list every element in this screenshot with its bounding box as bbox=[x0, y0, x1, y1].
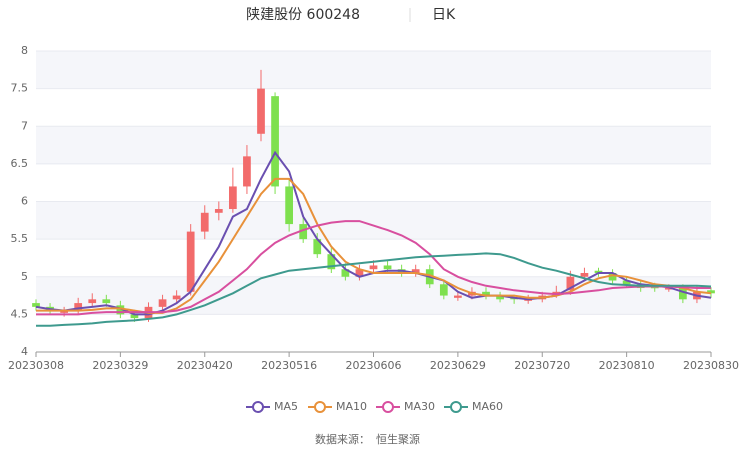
x-tick-label: 20230516 bbox=[261, 359, 317, 372]
legend-marker bbox=[252, 401, 264, 413]
candle-body bbox=[299, 224, 308, 240]
y-tick-label: 5 bbox=[21, 270, 28, 283]
candle-body bbox=[622, 280, 631, 285]
candle-body bbox=[496, 295, 504, 300]
candle-body bbox=[454, 295, 462, 298]
x-tick-label: 20230720 bbox=[514, 359, 570, 372]
candle-body bbox=[257, 88, 265, 134]
candle-body bbox=[102, 299, 111, 304]
candle-body bbox=[679, 288, 687, 300]
candle-body bbox=[707, 290, 715, 294]
candle-body bbox=[32, 303, 40, 307]
chart-subtitle: 日K bbox=[432, 7, 456, 23]
x-tick-label: 20230420 bbox=[177, 359, 233, 372]
legend-label: MA60 bbox=[472, 400, 503, 413]
y-tick-label: 8 bbox=[21, 44, 28, 57]
y-tick-label: 4 bbox=[21, 345, 28, 358]
grid-band bbox=[36, 201, 711, 240]
candle-body bbox=[608, 272, 617, 281]
legend-marker bbox=[382, 401, 394, 413]
candle-body bbox=[243, 156, 251, 187]
candle-body bbox=[285, 186, 293, 225]
y-tick-label: 6.5 bbox=[11, 157, 29, 170]
y-tick-label: 4.5 bbox=[11, 307, 29, 320]
grid-band bbox=[36, 276, 711, 315]
source-label: 数据来源： bbox=[315, 432, 370, 446]
candle-body bbox=[411, 269, 420, 273]
legend-label: MA5 bbox=[274, 400, 298, 413]
candle-body bbox=[158, 299, 167, 307]
candle-body bbox=[200, 212, 209, 232]
candle-body bbox=[341, 269, 350, 277]
candle-body bbox=[229, 186, 237, 210]
ma-line bbox=[36, 252, 712, 327]
candle-body bbox=[172, 295, 181, 300]
candle-body bbox=[664, 288, 673, 290]
candle-body bbox=[369, 265, 378, 270]
legend-label: MA10 bbox=[336, 400, 367, 413]
candle-body bbox=[594, 270, 603, 273]
candle-body bbox=[130, 314, 139, 319]
legend-marker bbox=[450, 401, 462, 413]
x-tick-label: 20230629 bbox=[430, 359, 486, 372]
candle-body bbox=[482, 291, 490, 296]
legend-marker bbox=[314, 401, 326, 413]
candle-body bbox=[566, 276, 575, 291]
x-tick-label: 20230308 bbox=[8, 359, 64, 372]
candle-body bbox=[214, 209, 223, 213]
candle-body bbox=[439, 284, 448, 296]
source: 恒生聚源 bbox=[376, 432, 420, 446]
grid-band bbox=[36, 126, 711, 164]
candle-body bbox=[74, 303, 83, 311]
candle-body bbox=[88, 299, 97, 304]
x-tick-label: 20230830 bbox=[683, 359, 739, 372]
candle-body bbox=[383, 265, 392, 270]
y-tick-label: 7 bbox=[21, 119, 28, 132]
x-tick-label: 20230329 bbox=[92, 359, 148, 372]
x-tick-label: 20230810 bbox=[599, 359, 655, 372]
candle-body bbox=[271, 96, 279, 187]
candle-body bbox=[313, 239, 322, 255]
candle-body bbox=[116, 305, 125, 315]
x-tick-label: 20230606 bbox=[346, 359, 402, 372]
grid-band bbox=[36, 51, 711, 89]
candle-body bbox=[186, 231, 195, 292]
candle-body bbox=[580, 272, 589, 277]
candle-body bbox=[60, 310, 68, 313]
candle-body bbox=[327, 254, 336, 270]
candle-body bbox=[650, 287, 659, 289]
y-tick-label: 6 bbox=[21, 195, 28, 208]
y-tick-label: 5.5 bbox=[11, 232, 29, 245]
y-tick-label: 7.5 bbox=[11, 82, 29, 95]
candle-body bbox=[355, 269, 364, 277]
ma-line bbox=[36, 220, 711, 316]
chart-title: 陕建股份 600248 bbox=[246, 7, 360, 23]
legend-label: MA30 bbox=[404, 400, 435, 413]
